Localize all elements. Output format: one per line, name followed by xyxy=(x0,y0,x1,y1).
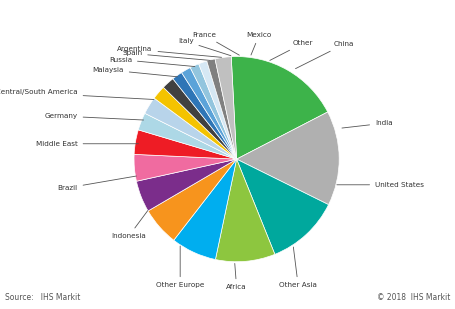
Text: Indonesia: Indonesia xyxy=(111,211,148,239)
Text: Germany: Germany xyxy=(45,113,143,120)
Text: Other Asia: Other Asia xyxy=(279,247,317,288)
Wedge shape xyxy=(148,159,237,240)
Text: Other Central/South America: Other Central/South America xyxy=(0,89,154,99)
Text: © 2018  IHS Markit: © 2018 IHS Markit xyxy=(377,293,450,302)
Text: Source:   IHS Markit: Source: IHS Markit xyxy=(5,293,80,302)
Wedge shape xyxy=(231,57,328,159)
Wedge shape xyxy=(134,154,237,181)
Text: Africa: Africa xyxy=(226,264,247,290)
Wedge shape xyxy=(237,112,339,205)
Wedge shape xyxy=(190,64,237,159)
Text: United States: United States xyxy=(337,182,424,188)
Wedge shape xyxy=(154,87,237,159)
Wedge shape xyxy=(145,98,237,159)
Text: Italy: Italy xyxy=(178,38,231,56)
Text: France: France xyxy=(192,32,239,55)
Text: Malaysia: Malaysia xyxy=(92,67,177,77)
Wedge shape xyxy=(134,130,237,159)
Text: Spain: Spain xyxy=(122,50,210,60)
Text: World consumption of fats and oils—2018: World consumption of fats and oils—2018 xyxy=(5,11,281,24)
Wedge shape xyxy=(174,159,237,260)
Text: Other Europe: Other Europe xyxy=(156,246,204,288)
Text: Argentina: Argentina xyxy=(117,46,222,57)
Wedge shape xyxy=(207,59,237,159)
Wedge shape xyxy=(237,159,329,254)
Text: Other: Other xyxy=(270,40,313,60)
Text: Mexico: Mexico xyxy=(247,32,272,55)
Wedge shape xyxy=(199,61,237,159)
Wedge shape xyxy=(215,159,275,262)
Wedge shape xyxy=(173,73,237,159)
Wedge shape xyxy=(138,113,237,159)
Wedge shape xyxy=(215,57,237,159)
Text: India: India xyxy=(342,120,393,128)
Text: Russia: Russia xyxy=(109,57,195,66)
Wedge shape xyxy=(136,159,237,211)
Text: Brazil: Brazil xyxy=(57,176,136,191)
Text: China: China xyxy=(295,41,354,69)
Wedge shape xyxy=(163,79,237,159)
Wedge shape xyxy=(182,68,237,159)
Text: Middle East: Middle East xyxy=(35,141,138,147)
